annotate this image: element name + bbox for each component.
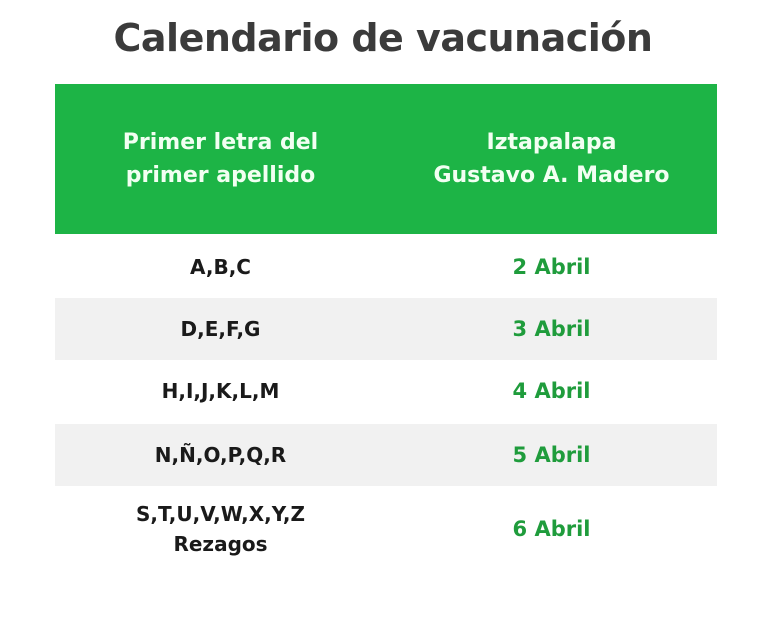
letters-cell: H,I,J,K,L,M	[161, 379, 280, 403]
date-cell: 5 Abril	[512, 443, 591, 467]
table-row: H,I,J,K,L,M 4 Abril	[55, 360, 717, 422]
table-row: D,E,F,G 3 Abril	[55, 298, 717, 360]
date-cell: 4 Abril	[512, 379, 591, 403]
table-row: S,T,U,V,W,X,Y,Z Rezagos 6 Abril	[55, 486, 717, 572]
vaccination-table: Primer letra del primer apellido Iztapal…	[55, 84, 717, 572]
letters-cell: N,Ñ,O,P,Q,R	[154, 443, 287, 467]
letters-cell: S,T,U,V,W,X,Y,Z Rezagos	[135, 502, 306, 556]
letters-cell: A,B,C	[190, 255, 251, 279]
header-municipality: Iztapalapa Gustavo A. Madero	[433, 130, 670, 188]
date-cell: 2 Abril	[512, 255, 591, 279]
date-cell: 6 Abril	[512, 517, 591, 541]
letters-cell: D,E,F,G	[180, 317, 261, 341]
header-letter: Primer letra del primer apellido	[122, 130, 319, 188]
date-cell: 3 Abril	[512, 317, 591, 341]
table-row: A,B,C 2 Abril	[55, 236, 717, 298]
page-title: Calendario de vacunación	[113, 16, 653, 60]
table-row: N,Ñ,O,P,Q,R 5 Abril	[55, 424, 717, 486]
table-header: Primer letra del primer apellido Iztapal…	[55, 84, 717, 234]
